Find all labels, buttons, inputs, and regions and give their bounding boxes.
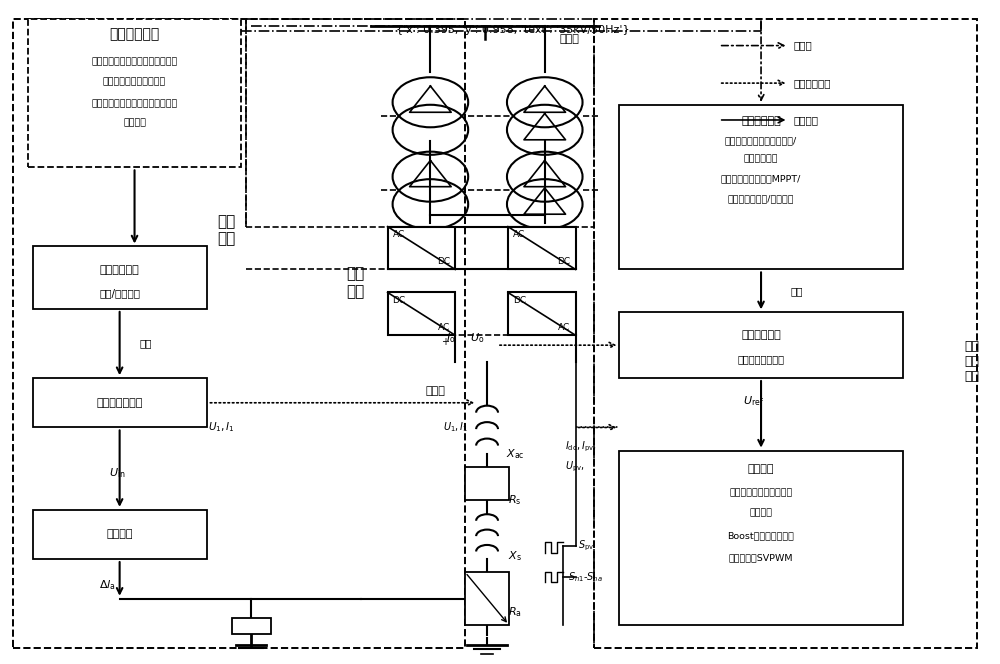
Text: $U_{\mathrm{o}}$: $U_{\mathrm{o}}$ — [470, 332, 484, 345]
Bar — [508, 293, 576, 335]
Text: 模式: 模式 — [791, 286, 803, 296]
Text: 控制策略: 控制策略 — [793, 115, 818, 125]
Text: $U_1, I_1$: $U_1, I_1$ — [443, 420, 468, 434]
Text: 系统侧: 系统侧 — [560, 34, 580, 44]
Text: $+$: $+$ — [441, 337, 450, 347]
Text: 电流源型控制: 电流源型控制 — [744, 154, 778, 163]
Text: 参考电压生成: 参考电压生成 — [741, 330, 781, 340]
Text: DC: DC — [557, 257, 571, 266]
Bar — [33, 246, 207, 309]
Bar — [232, 618, 271, 633]
Text: $U_{\mathrm{ref}}$: $U_{\mathrm{ref}}$ — [743, 394, 764, 408]
Text: AC: AC — [438, 323, 450, 332]
Text: $S_{n1}$-$S_{na}$: $S_{n1}$-$S_{na}$ — [568, 570, 602, 584]
Bar — [465, 572, 509, 625]
Bar — [619, 105, 903, 270]
Text: 模式: 模式 — [140, 339, 152, 349]
Text: AC: AC — [513, 230, 525, 239]
Text: 制定交流电弧炉工作计划: 制定交流电弧炉工作计划 — [103, 77, 166, 86]
Text: $U_{\mathrm{in}}$: $U_{\mathrm{in}}$ — [109, 467, 125, 481]
Text: 恒低压直流母线/孤岛运行: 恒低压直流母线/孤岛运行 — [728, 194, 794, 203]
Text: 确定分布式可再生能源输出水平，: 确定分布式可再生能源输出水平， — [91, 58, 178, 66]
Bar — [465, 467, 509, 500]
Text: AC: AC — [393, 230, 405, 239]
Text: DC: DC — [437, 257, 450, 266]
Text: 电力
电子
控制: 电力 电子 控制 — [965, 340, 980, 383]
Text: 调制策略: 调制策略 — [748, 464, 774, 474]
Text: 三相半桥：SVPWM: 三相半桥：SVPWM — [729, 553, 793, 562]
Text: 确定与不同冶炼阶段输出电压、电: 确定与不同冶炼阶段输出电压、电 — [91, 99, 178, 108]
Text: 电压调制: 电压调制 — [750, 509, 773, 517]
Text: $X_{\mathrm{s}}$: $X_{\mathrm{s}}$ — [508, 549, 522, 563]
Text: 设定值: 设定值 — [793, 41, 812, 50]
Text: 工艺过程控制: 工艺过程控制 — [100, 265, 140, 275]
Text: 外环控制目标选择: 外环控制目标选择 — [738, 355, 785, 365]
Text: 分布式可再生能源：MPPT/: 分布式可再生能源：MPPT/ — [721, 174, 801, 183]
Text: $I_{\mathrm{o}}$: $I_{\mathrm{o}}$ — [446, 332, 455, 345]
Text: 负载侧: 负载侧 — [425, 386, 445, 396]
Text: DC: DC — [393, 295, 406, 305]
Text: $\Delta l_{\mathrm{a}}$: $\Delta l_{\mathrm{a}}$ — [99, 578, 116, 592]
Text: 功率单元逆变级：电压源型/: 功率单元逆变级：电压源型/ — [725, 137, 797, 145]
Text: $I_{\mathrm{dc}}, I_{\mathrm{pv}},$: $I_{\mathrm{dc}}, I_{\mathrm{pv}},$ — [565, 440, 597, 454]
Text: 电压调节器控制: 电压调节器控制 — [96, 398, 143, 408]
Text: {'x': 0.395, 'y': 0.958, 'text': '35kV/50Hz'}: {'x': 0.395, 'y': 0.958, 'text': '35kV/5… — [396, 25, 629, 35]
Bar — [508, 226, 576, 270]
Text: $S_{\mathrm{pv}}$: $S_{\mathrm{pv}}$ — [578, 539, 594, 553]
Text: $R_{\mathrm{a}}$: $R_{\mathrm{a}}$ — [508, 605, 522, 619]
Bar — [13, 19, 465, 648]
Text: DC: DC — [513, 295, 526, 305]
Text: AC: AC — [558, 323, 571, 332]
Text: 组合式逆变结构：零共模: 组合式逆变结构：零共模 — [729, 489, 793, 498]
Bar — [388, 226, 455, 270]
Text: 液压控制: 液压控制 — [106, 529, 133, 539]
Text: 控制模式选择: 控制模式选择 — [741, 116, 781, 126]
Text: 流稳态值: 流稳态值 — [123, 119, 146, 127]
Text: 自动/手动模式: 自动/手动模式 — [99, 288, 140, 298]
Text: Boost电路：载波比较: Boost电路：载波比较 — [728, 532, 794, 540]
Text: 控制目标生成: 控制目标生成 — [109, 27, 160, 41]
Bar — [28, 19, 241, 167]
Bar — [594, 19, 977, 648]
Text: $U_{\mathrm{pv}},$: $U_{\mathrm{pv}},$ — [565, 459, 585, 474]
Bar — [619, 450, 903, 625]
Text: $U_1, I_1$: $U_1, I_1$ — [208, 420, 235, 434]
Text: $R_{\mathrm{s}}$: $R_{\mathrm{s}}$ — [508, 493, 522, 507]
Bar — [619, 312, 903, 378]
Text: 水冷
系统: 水冷 系统 — [217, 214, 236, 246]
Bar — [33, 510, 207, 559]
Bar — [388, 293, 455, 335]
Bar — [33, 378, 207, 428]
Text: $X_{\mathrm{ac}}$: $X_{\mathrm{ac}}$ — [506, 447, 524, 461]
Text: 负载侧测量值: 负载侧测量值 — [793, 78, 831, 88]
Text: 电极
控制: 电极 控制 — [347, 266, 365, 299]
